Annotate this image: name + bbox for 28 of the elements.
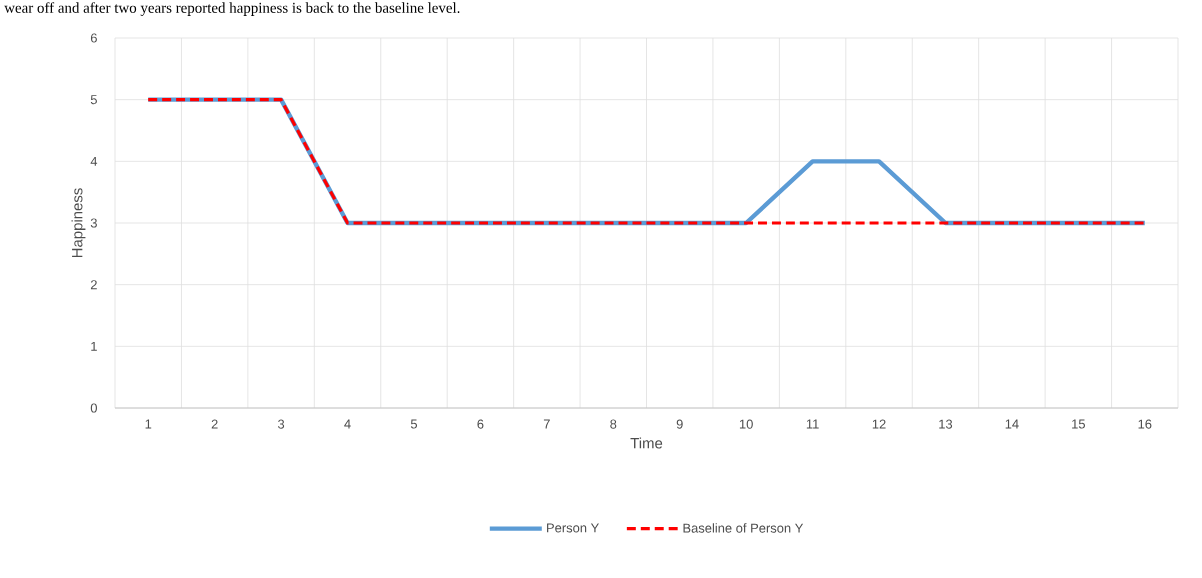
x-tick-label: 14 [1005,419,1019,429]
x-tick-label: 6 [477,419,484,429]
x-tick-label: 1 [145,419,152,429]
x-axis-title: Time [630,437,663,449]
x-tick-label: 4 [344,419,351,429]
x-tick-label: 16 [1138,419,1152,429]
legend-label: Person Y [547,523,599,533]
x-tick-label: 2 [211,419,218,429]
x-tick-label: 11 [806,419,819,429]
y-tick-label: 6 [90,33,97,43]
legend-label: Baseline of Person Y [683,523,804,533]
y-tick-label: 1 [91,341,97,351]
x-tick-label: 3 [277,419,285,429]
x-tick-label: 13 [939,419,953,429]
x-tick-label: 9 [676,419,683,429]
x-tick-label: 10 [739,419,753,429]
x-tick-label: 12 [872,419,886,429]
text: wear off and after two years reported happiness is back to the baseline level. [4,2,460,16]
x-tick-label: 5 [410,419,418,429]
x-tick-label: 7 [543,419,550,429]
y-tick-label: 5 [90,95,97,105]
y-tick-label: 4 [90,156,98,166]
x-tick-label: 15 [1072,419,1085,429]
y-axis-title: Happiness [71,188,86,258]
y-tick-label: 0 [90,403,97,413]
y-tick-label: 3 [90,218,97,228]
y-tick-label: 2 [90,280,97,290]
x-tick-label: 8 [610,419,617,429]
